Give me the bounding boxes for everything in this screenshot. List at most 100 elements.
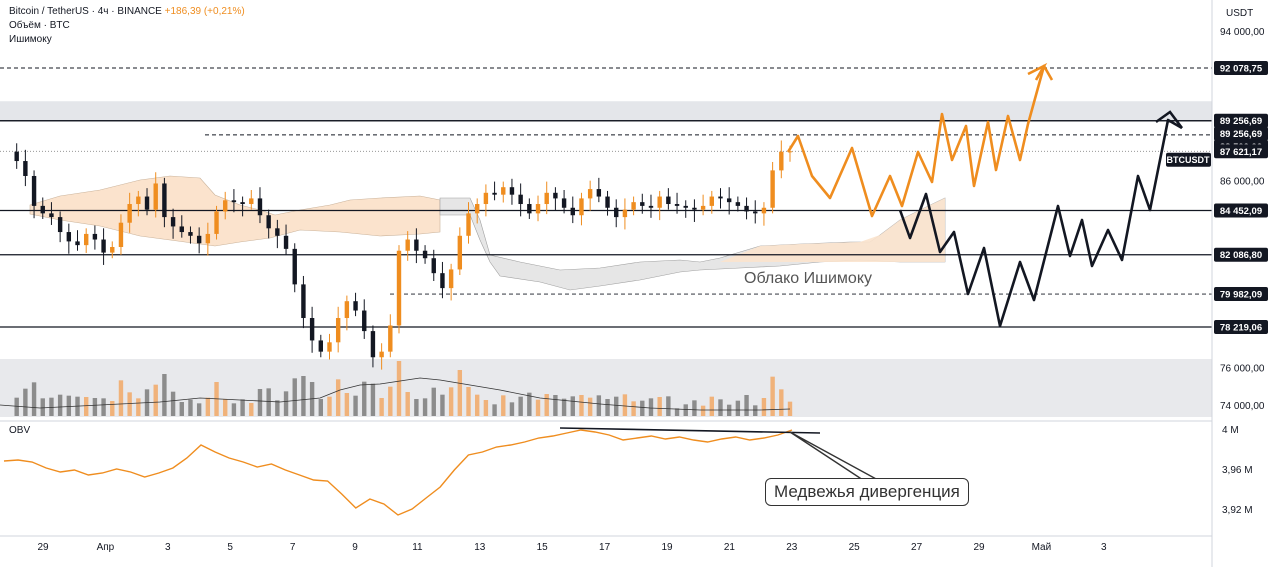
candle-body-19 [170,217,176,227]
candle-body-82 [718,196,723,199]
volume-bar-5 [49,397,54,416]
candle-body-51 [448,269,454,289]
candle-body-56 [492,192,497,195]
cloud-annotation: Облако Ишимоку [744,270,872,287]
candle-body-50 [440,273,445,289]
candle-body-58 [509,187,515,195]
volume-bar-59 [518,396,523,416]
indicator-label: Ишимоку [9,34,52,45]
candle-body-26 [231,200,237,203]
candle-body-25 [223,200,228,212]
candle-body-13 [118,222,124,248]
price-change: +186,39 (+0,21%) [164,6,245,17]
volume-bar-22 [196,403,202,416]
candle-body-20 [179,226,184,233]
candle-body-5 [49,213,54,218]
resistance-zone [0,101,1212,121]
time-tick-4: 7 [290,542,296,553]
obv-tick-0: 4 M [1222,425,1239,436]
volume-bar-47 [414,399,419,416]
candle-body-37 [327,342,332,352]
candle-body-52 [457,235,463,270]
volume-bar-29 [257,389,263,416]
level-badge-6 [1214,203,1268,218]
candle-body-41 [362,310,367,332]
volume-bar-72 [631,401,636,416]
volume-bar-75 [657,397,662,416]
candle-body-89 [779,151,784,171]
volume-bar-23 [205,397,211,416]
time-tick-0: 29 [37,542,49,553]
volume-bar-10 [92,398,98,416]
volume-bar-76 [666,396,671,416]
volume-bar-49 [431,387,436,416]
time-tick-17: 3 [1101,542,1107,553]
volume-bar-1 [14,397,19,416]
candle-body-57 [501,187,506,195]
chart-legend: Bitcoin / TetherUS · 4ч · BINANCE +186,3… [9,5,245,47]
price-tick-0: 94 000,00 [1220,27,1265,38]
volume-bar-39 [344,393,350,416]
volume-bar-71 [622,394,628,416]
candle-body-4 [40,205,45,214]
candle-body-54 [475,204,480,214]
candle-body-53 [466,213,471,236]
time-tick-2: 3 [165,542,171,553]
candle-body-83 [726,198,732,203]
candle-body-2 [23,161,28,176]
volume-bar-57 [501,395,506,416]
level-badge-label-9: 78 219,06 [1220,323,1262,334]
btcusdt-tag [1166,152,1211,167]
volume-bar-64 [561,398,567,416]
candle-body-10 [92,233,98,240]
volume-bar-41 [362,381,367,416]
candle-body-88 [770,170,775,208]
currency-label: USDT [1226,8,1253,19]
candle-body-60 [527,204,532,214]
volume-bar-43 [379,398,384,416]
volume-bar-85 [744,395,749,416]
volume-bar-88 [770,376,775,416]
candle-body-76 [666,196,671,205]
time-tick-5: 9 [352,542,358,553]
candle-body-59 [518,194,523,205]
volume-bar-65 [570,396,575,416]
candle-body-34 [301,284,306,319]
volume-bar-19 [170,391,176,416]
candle-body-62 [544,192,549,205]
level-badge-label-2: 89 256,69 [1220,129,1262,140]
volume-bar-63 [553,395,558,416]
candle-body-66 [579,198,584,216]
candle-body-75 [657,196,662,208]
obv-label: OBV [9,425,31,436]
time-tick-16: Май [1032,542,1052,553]
level-badge-label-7: 82 086,80 [1220,250,1262,261]
candle-body-72 [631,202,636,210]
volume-bar-70 [614,396,619,416]
candle-body-85 [744,205,749,212]
volume-bar-40 [353,395,358,416]
candle-body-86 [753,211,758,214]
volume-bar-27 [240,399,245,416]
volume-bar-86 [753,405,758,416]
projection-bullish-arrow [1027,62,1048,81]
candle-body-33 [292,248,297,285]
candle-body-39 [344,301,350,319]
time-tick-12: 23 [786,542,798,553]
volume-bar-15 [136,398,141,416]
volume-bar-90 [787,401,793,416]
candle-body-44 [388,325,393,352]
volume-bar-33 [292,378,297,416]
volume-bar-3 [31,382,37,416]
symbol-title: Bitcoin / TetherUS · 4ч · BINANCE [9,6,162,17]
volume-bar-50 [440,394,445,416]
volume-bar-62 [544,394,549,416]
volume-bar-37 [327,396,332,416]
volume-bar-18 [162,374,167,416]
volume-bar-58 [509,402,515,416]
divergence-annotation: Медвежья дивергенция [765,478,969,506]
volume-bar-89 [779,389,784,416]
volume-bar-34 [301,376,306,416]
volume-bar-11 [101,398,106,416]
